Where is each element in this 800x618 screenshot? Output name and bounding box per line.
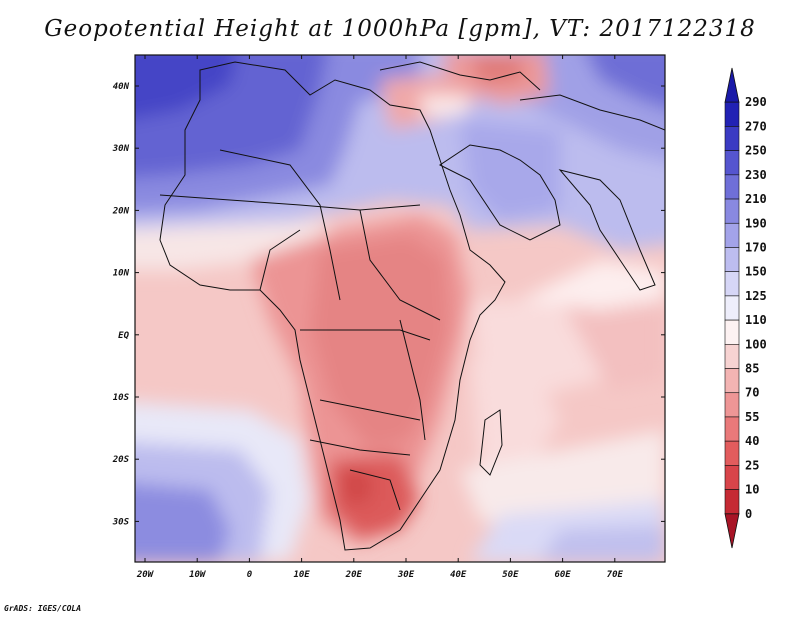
colorbar-label: 230 bbox=[745, 168, 767, 182]
colorbar-min-arrow bbox=[724, 513, 740, 549]
colorbar-label: 125 bbox=[745, 289, 767, 303]
colorbar-swatch bbox=[724, 150, 740, 176]
colorbar-label: 110 bbox=[745, 313, 767, 327]
colorbar-label: 290 bbox=[745, 95, 767, 109]
colorbar-label: 55 bbox=[745, 410, 759, 424]
colorbar-swatch bbox=[724, 440, 740, 466]
colorbar-label: 170 bbox=[745, 240, 767, 254]
colorbar-swatch bbox=[724, 174, 740, 200]
colorbar-swatch bbox=[724, 368, 740, 394]
colorbar: 2902702502302101901701501251101008570554… bbox=[724, 67, 767, 549]
lon-tick-label: 20W bbox=[136, 570, 155, 580]
lon-tick-label: 70E bbox=[607, 570, 624, 580]
colorbar-label: 190 bbox=[745, 216, 767, 230]
lon-tick-label: 60E bbox=[554, 570, 571, 580]
colorbar-label: 70 bbox=[745, 386, 759, 400]
colorbar-swatch bbox=[724, 271, 740, 297]
colorbar-swatch bbox=[724, 319, 740, 345]
colorbar-label: 40 bbox=[745, 434, 759, 448]
colorbar-label: 270 bbox=[745, 119, 767, 133]
colorbar-swatch bbox=[724, 465, 740, 490]
lat-tick-label: EQ bbox=[118, 331, 129, 341]
lon-tick-label: 10W bbox=[189, 570, 207, 580]
lat-tick-label: 10S bbox=[113, 393, 130, 403]
lon-tick-label: 40E bbox=[450, 570, 467, 580]
colorbar-label: 250 bbox=[745, 144, 767, 158]
lon-tick-label: 30E bbox=[397, 570, 415, 580]
height-field bbox=[135, 55, 665, 562]
colorbar-swatch bbox=[724, 247, 740, 272]
colorbar-label: 25 bbox=[745, 458, 759, 472]
chart-title: Geopotential Height at 1000hPa [gpm], VT… bbox=[44, 16, 756, 42]
lat-tick-label: 40N bbox=[113, 82, 130, 92]
lat-tick-label: 30N bbox=[112, 144, 130, 154]
coastlines bbox=[159, 61, 665, 551]
colorbar-swatch bbox=[724, 295, 740, 321]
lat-tick-label: 20S bbox=[112, 455, 130, 465]
lat-tick-label: 10N bbox=[113, 269, 130, 279]
colorbar-swatch bbox=[724, 392, 740, 418]
colorbar-swatch bbox=[724, 101, 740, 127]
colorbar-swatch bbox=[724, 344, 740, 369]
colorbar-swatch bbox=[724, 126, 740, 151]
colorbar-swatch bbox=[724, 198, 740, 224]
colorbar-label: 100 bbox=[745, 337, 767, 351]
colorbar-swatch bbox=[724, 416, 740, 442]
colorbar-label: 0 bbox=[745, 507, 752, 521]
grads-credit: GrADS: IGES/COLA bbox=[4, 604, 82, 613]
lon-tick-label: 10E bbox=[293, 570, 310, 580]
lon-tick-label: 0 bbox=[247, 570, 253, 580]
lon-tick-label: 50E bbox=[502, 570, 519, 580]
lon-tick-label: 20E bbox=[345, 570, 363, 580]
colorbar-label: 85 bbox=[745, 362, 759, 376]
axis-ticks bbox=[135, 55, 665, 562]
colorbar-swatch bbox=[724, 489, 740, 515]
colorbar-label: 210 bbox=[745, 192, 767, 206]
lat-tick-label: 30S bbox=[112, 517, 130, 527]
colorbar-max-arrow bbox=[724, 67, 740, 103]
colorbar-label: 10 bbox=[745, 483, 759, 497]
lat-tick-label: 20N bbox=[112, 206, 130, 216]
colorbar-swatch bbox=[724, 222, 740, 248]
lon-axis-labels: 20W 10W 0 10E 20E 30E 40E 50E 60E 70E bbox=[136, 570, 624, 580]
lat-axis-labels: 40N 30N 20N 10N EQ 10S 20S 30S bbox=[112, 82, 130, 527]
map-frame bbox=[134, 54, 666, 563]
colorbar-label: 150 bbox=[745, 265, 767, 279]
